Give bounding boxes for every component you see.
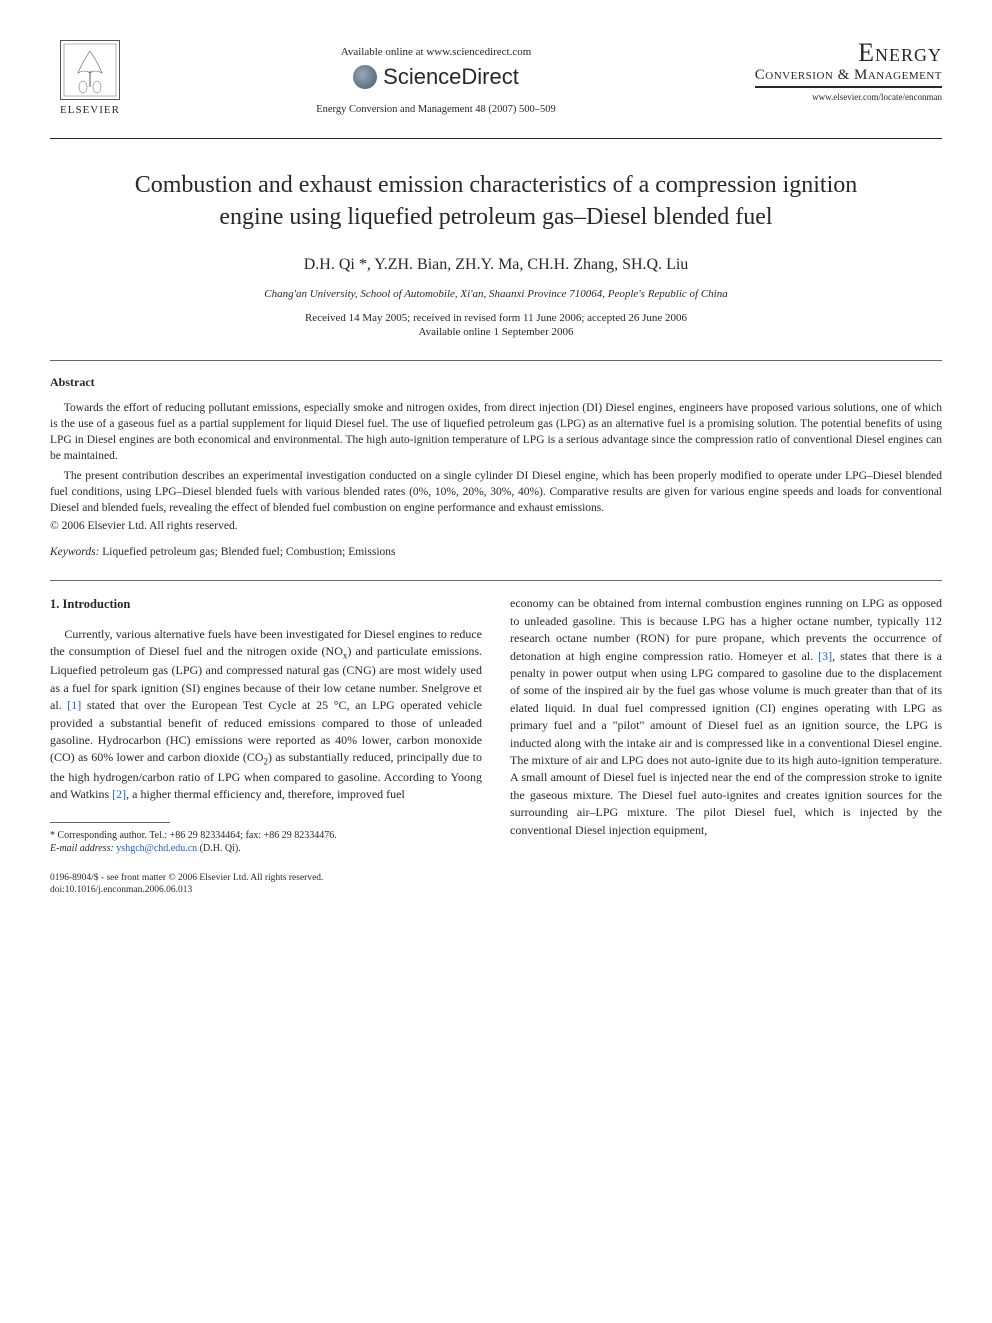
- section-1-heading: 1. Introduction: [50, 595, 482, 613]
- abstract-top-rule: [50, 360, 942, 361]
- elsevier-label: ELSEVIER: [60, 104, 120, 116]
- sciencedirect-text: ScienceDirect: [383, 64, 519, 90]
- abstract-heading: Abstract: [50, 375, 942, 390]
- footer-block: 0196-8904/$ - see front matter © 2006 El…: [50, 872, 942, 897]
- footnote-separator: [50, 822, 170, 823]
- ref-1-link[interactable]: [1]: [67, 698, 81, 712]
- journal-logo: Energy Conversion & Management www.elsev…: [742, 40, 942, 102]
- received-dates: Received 14 May 2005; received in revise…: [50, 312, 942, 324]
- elsevier-logo: ELSEVIER: [50, 40, 130, 130]
- ref-2-link[interactable]: [2]: [112, 787, 126, 801]
- doi: doi:10.1016/j.enconman.2006.06.013: [50, 884, 942, 896]
- article-title: Combustion and exhaust emission characte…: [110, 169, 882, 234]
- email-name: (D.H. Qi).: [197, 843, 241, 854]
- right-column: economy can be obtained from internal co…: [510, 595, 942, 855]
- journal-title: Energy: [742, 40, 942, 66]
- available-date: Available online 1 September 2006: [50, 326, 942, 338]
- journal-reference: Energy Conversion and Management 48 (200…: [130, 104, 742, 115]
- abstract-p1: Towards the effort of reducing pollutant…: [50, 400, 942, 464]
- affiliation: Chang'an University, School of Automobil…: [50, 288, 942, 300]
- journal-url: www.elsevier.com/locate/enconman: [742, 92, 942, 102]
- journal-subtitle: Conversion & Management: [755, 67, 942, 88]
- sciencedirect-icon: [353, 65, 377, 89]
- header-rule: [50, 138, 942, 139]
- authors: D.H. Qi *, Y.ZH. Bian, ZH.Y. Ma, CH.H. Z…: [50, 256, 942, 274]
- front-matter: 0196-8904/$ - see front matter © 2006 El…: [50, 872, 942, 884]
- keywords-label: Keywords:: [50, 546, 99, 558]
- sciencedirect-brand: ScienceDirect: [130, 64, 742, 90]
- abstract-p2: The present contribution describes an ex…: [50, 468, 942, 516]
- body-columns: 1. Introduction Currently, various alter…: [50, 595, 942, 855]
- elsevier-tree-icon: [60, 40, 120, 100]
- ref-3-link[interactable]: [3]: [818, 649, 832, 663]
- abstract-bottom-rule: [50, 580, 942, 581]
- corresponding-author: * Corresponding author. Tel.: +86 29 823…: [50, 829, 482, 843]
- email-line: E-mail address: yshgch@chd.edu.cn (D.H. …: [50, 842, 482, 856]
- intro-paragraph: Currently, various alternative fuels hav…: [50, 626, 482, 804]
- keywords: Keywords: Liquefied petroleum gas; Blend…: [50, 546, 942, 558]
- email-label: E-mail address:: [50, 843, 114, 854]
- journal-header: ELSEVIER Available online at www.science…: [50, 40, 942, 130]
- intro-continued: economy can be obtained from internal co…: [510, 595, 942, 838]
- available-online: Available online at www.sciencedirect.co…: [130, 46, 742, 58]
- center-header: Available online at www.sciencedirect.co…: [130, 40, 742, 115]
- copyright: © 2006 Elsevier Ltd. All rights reserved…: [50, 520, 942, 532]
- keywords-list: Liquefied petroleum gas; Blended fuel; C…: [99, 546, 395, 558]
- left-column: 1. Introduction Currently, various alter…: [50, 595, 482, 855]
- email-address[interactable]: yshgch@chd.edu.cn: [114, 843, 197, 854]
